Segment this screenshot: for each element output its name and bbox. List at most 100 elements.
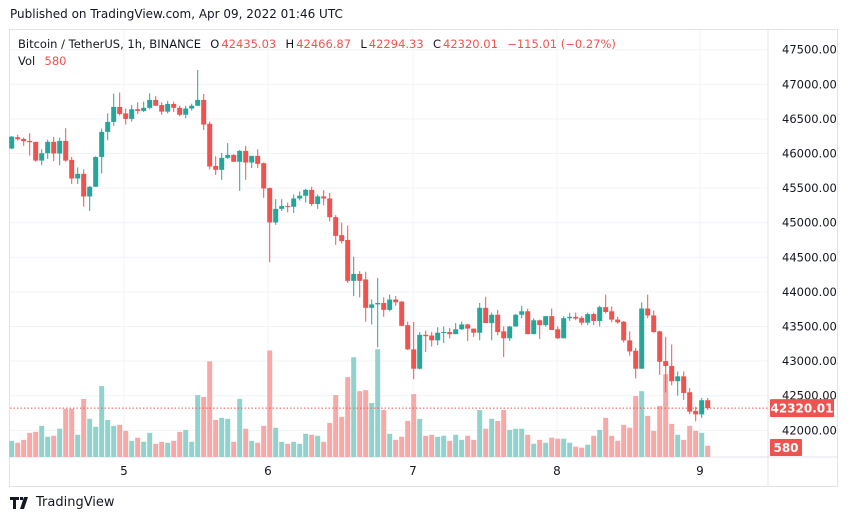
volume-bar <box>669 423 675 457</box>
volume-bar <box>681 439 687 457</box>
candle-body <box>537 320 543 326</box>
candle-body <box>471 328 477 333</box>
volume-bar <box>291 441 297 457</box>
candle-body <box>21 138 27 142</box>
candle <box>183 105 189 119</box>
candle-body <box>411 349 417 369</box>
candle-body <box>297 195 303 199</box>
candle-body <box>195 99 201 106</box>
candle-body <box>519 311 525 315</box>
open-label: O <box>210 37 220 51</box>
candle-body <box>291 198 297 207</box>
candle <box>189 103 195 111</box>
volume-bar <box>477 410 483 457</box>
candle <box>393 296 399 306</box>
volume-bar <box>459 439 465 457</box>
candle-body <box>117 106 123 114</box>
volume-bar <box>255 442 261 457</box>
candle <box>39 149 45 166</box>
volume-bar <box>555 438 561 457</box>
current-price-label: 42320.01 <box>770 402 833 416</box>
current-price-badge <box>770 399 834 418</box>
volume-bar <box>165 442 171 457</box>
candle <box>69 156 75 184</box>
volume-bar <box>567 442 573 457</box>
candle <box>285 202 291 213</box>
volume-bar <box>663 374 669 457</box>
candle-body <box>243 150 249 163</box>
candle-body <box>27 140 33 143</box>
volume-bar <box>315 435 321 457</box>
candle-body <box>171 103 177 108</box>
volume-bar <box>345 377 351 457</box>
candle-body <box>543 316 549 326</box>
volume-bar <box>549 437 555 457</box>
chart-frame <box>9 29 838 487</box>
candle <box>621 320 627 343</box>
candle <box>447 327 453 339</box>
price-tick-label: 47000.00 <box>782 77 837 91</box>
candle-body <box>573 316 579 319</box>
price-tick-label: 43000.00 <box>782 354 837 368</box>
candle-body <box>465 324 471 329</box>
volume-bar <box>603 417 609 457</box>
volume-bar <box>195 395 201 457</box>
candle <box>675 371 681 396</box>
candle-body <box>477 307 483 333</box>
candle <box>705 398 711 410</box>
candle-body <box>219 157 225 170</box>
candle <box>507 325 513 342</box>
candle <box>429 332 435 347</box>
candle-body <box>609 311 615 320</box>
volume-bar <box>453 434 459 457</box>
close-value: 42320.01 <box>443 37 498 51</box>
candle <box>483 296 489 324</box>
candle-body <box>129 109 135 119</box>
candle-body <box>357 273 363 281</box>
candle <box>9 136 15 150</box>
time-tick-label: 5 <box>120 464 128 478</box>
symbol-label[interactable]: Bitcoin / TetherUS, 1h, BINANCE <box>18 37 201 51</box>
volume-bar <box>177 431 183 457</box>
candle <box>669 344 675 386</box>
candle-body <box>333 217 339 236</box>
volume-bar <box>399 436 405 457</box>
candle <box>321 190 327 206</box>
candle <box>207 121 213 170</box>
candle <box>171 101 177 112</box>
volume-bar <box>501 410 507 457</box>
candle <box>315 194 321 209</box>
candle <box>465 323 471 342</box>
footer-brand[interactable]: TradingView <box>10 495 115 510</box>
candle <box>237 150 243 191</box>
volume-bar <box>429 434 435 457</box>
candle <box>93 156 99 187</box>
volume-bar <box>321 441 327 457</box>
candle <box>573 312 579 321</box>
candle-body <box>285 206 291 208</box>
price-tick-label: 47500.00 <box>782 43 837 57</box>
candle-body <box>669 365 675 382</box>
candle-body <box>675 376 681 382</box>
candle <box>375 278 381 348</box>
price-tick-label: 42000.00 <box>782 423 837 437</box>
candle <box>297 191 303 201</box>
volume-bar <box>657 405 663 457</box>
candle <box>231 154 237 162</box>
candle <box>363 271 369 322</box>
volume-bar <box>15 442 21 457</box>
candle-body <box>279 206 285 209</box>
volume-bar <box>441 435 447 457</box>
candle <box>159 102 165 115</box>
current-volume-label: 580 <box>773 441 798 455</box>
volume-bar <box>303 433 309 457</box>
candle <box>195 69 201 106</box>
volume-bar <box>87 418 93 457</box>
candle-body <box>183 108 189 115</box>
candle-body <box>603 307 609 312</box>
candle-body <box>177 107 183 115</box>
candle <box>123 108 129 125</box>
candle <box>213 156 219 175</box>
volume-bar <box>51 435 57 457</box>
